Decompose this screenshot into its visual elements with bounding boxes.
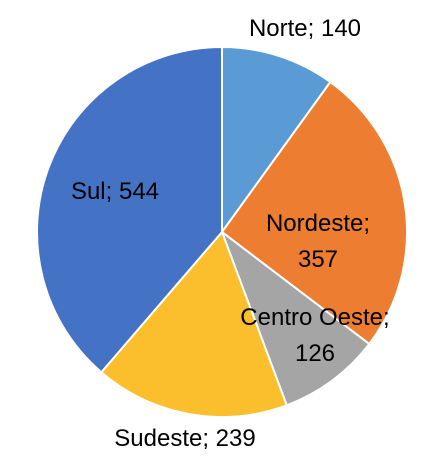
data-label: Sudeste; 239 — [114, 425, 255, 452]
pie-slice — [221, 45, 332, 236]
label-line: Sul; 544 — [71, 178, 159, 205]
label-line: Norte; 140 — [249, 15, 361, 42]
label-line: Sudeste; 239 — [114, 425, 255, 452]
label-line: Nordeste; — [266, 210, 370, 237]
label-line: 126 — [295, 340, 335, 367]
data-label: Norte; 140 — [249, 15, 361, 42]
pie-slice — [36, 45, 223, 374]
pie-slice — [99, 230, 289, 418]
data-label: Centro Oeste; 126 — [240, 304, 389, 367]
pie-slice — [220, 80, 408, 346]
label-line: 357 — [298, 246, 338, 273]
data-label: Sul; 544 — [71, 178, 159, 205]
pie-slice — [219, 229, 371, 407]
label-line: Centro Oeste; — [240, 304, 389, 331]
data-label: Nordeste; 357 — [266, 210, 370, 273]
